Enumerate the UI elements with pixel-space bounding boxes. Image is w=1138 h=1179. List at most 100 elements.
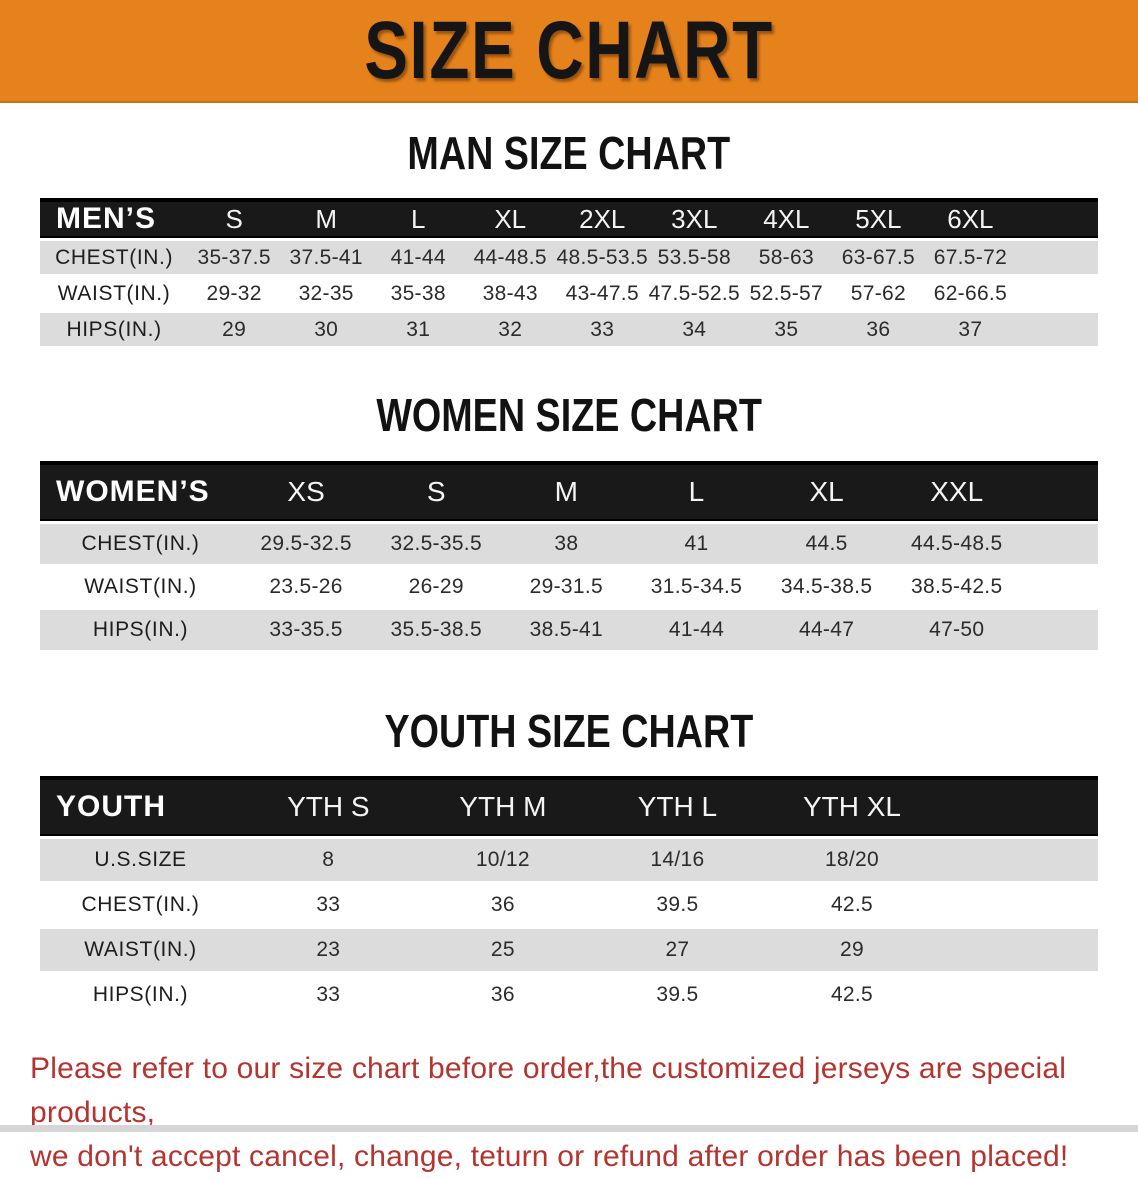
row-spacer — [1016, 241, 1098, 275]
women-col-header: L — [631, 460, 762, 521]
men-col-header: 3XL — [648, 198, 741, 239]
header-spacer — [939, 775, 1098, 836]
youth-corner-label: YOUTH — [40, 775, 242, 836]
size-value: 38.5-41 — [501, 609, 632, 650]
size-value: 43-47.5 — [556, 277, 649, 311]
size-value: 23.5-26 — [241, 566, 372, 607]
size-value: 39.5 — [590, 883, 765, 926]
size-value: 44.5 — [761, 523, 892, 564]
size-value: 36 — [415, 973, 591, 1016]
size-value: 29.5-32.5 — [241, 523, 372, 564]
size-value: 26-29 — [371, 566, 502, 607]
row-label: HIPS(IN.) — [40, 609, 242, 650]
size-value: 41 — [631, 523, 762, 564]
size-value: 34 — [648, 313, 741, 347]
size-value: 31 — [372, 313, 465, 347]
row-spacer — [1021, 609, 1098, 650]
size-value: 29 — [188, 313, 281, 347]
men-section-heading: MAN SIZE CHART — [0, 127, 1138, 179]
size-value: 35 — [740, 313, 833, 347]
size-value: 27 — [590, 928, 765, 971]
women-col-header: XL — [761, 460, 892, 521]
men-size-table: MEN’S S M L XL 2XL 3XL 4XL 5XL 6XL CHEST… — [40, 195, 1098, 349]
size-value: 62-66.5 — [924, 277, 1017, 311]
size-value: 31.5-34.5 — [631, 566, 762, 607]
youth-section-heading: YOUTH SIZE CHART — [0, 704, 1138, 757]
youth-heading-text: YOUTH SIZE CHART — [384, 704, 754, 757]
men-col-header: L — [372, 198, 465, 239]
size-chart-banner: SIZE CHART — [0, 0, 1138, 103]
size-value: 63-67.5 — [832, 241, 925, 275]
youth-header-row: YOUTH YTH S YTH M YTH L YTH XL — [40, 775, 1098, 836]
size-value: 35.5-38.5 — [371, 609, 502, 650]
women-col-header: S — [371, 460, 502, 521]
row-spacer — [939, 838, 1098, 881]
size-value: 57-62 — [832, 277, 925, 311]
size-value: 8 — [241, 838, 416, 881]
size-value: 37.5-41 — [280, 241, 373, 275]
size-value: 38-43 — [464, 277, 557, 311]
size-value: 52.5-57 — [740, 277, 833, 311]
header-spacer — [1021, 460, 1098, 521]
size-value: 33 — [241, 883, 416, 926]
size-value: 44.5-48.5 — [891, 523, 1022, 564]
women-size-table: WOMEN’S XS S M L XL XXL CHEST(IN.) 29.5-… — [40, 458, 1098, 653]
size-value: 29 — [764, 928, 940, 971]
size-value: 18/20 — [764, 838, 940, 881]
youth-col-header: YTH L — [590, 775, 765, 836]
size-value: 14/16 — [590, 838, 765, 881]
size-value: 30 — [280, 313, 373, 347]
men-hips-row: HIPS(IN.) 29 30 31 32 33 34 35 36 37 — [40, 313, 1098, 347]
size-value: 47-50 — [891, 609, 1022, 650]
men-heading-text: MAN SIZE CHART — [407, 127, 731, 179]
size-value: 37 — [924, 313, 1017, 347]
row-spacer — [939, 973, 1098, 1016]
youth-chest-row: CHEST(IN.) 33 36 39.5 42.5 — [40, 883, 1098, 926]
row-spacer — [1021, 523, 1098, 564]
size-value: 32-35 — [280, 277, 373, 311]
size-value: 34.5-38.5 — [761, 566, 892, 607]
size-value: 36 — [832, 313, 925, 347]
size-value: 33 — [241, 973, 416, 1016]
men-col-header: 2XL — [556, 198, 649, 239]
men-chest-row: CHEST(IN.) 35-37.5 37.5-41 41-44 44-48.5… — [40, 241, 1098, 275]
women-col-header: XS — [241, 460, 372, 521]
size-value: 67.5-72 — [924, 241, 1017, 275]
youth-size-table: YOUTH YTH S YTH M YTH L YTH XL U.S.SIZE … — [40, 773, 1098, 1019]
row-label: HIPS(IN.) — [40, 313, 189, 347]
size-value: 44-47 — [761, 609, 892, 650]
row-label: HIPS(IN.) — [40, 973, 242, 1016]
row-label: WAIST(IN.) — [40, 566, 242, 607]
youth-ussize-row: U.S.SIZE 8 10/12 14/16 18/20 — [40, 838, 1098, 881]
size-value: 10/12 — [415, 838, 591, 881]
row-spacer — [939, 883, 1098, 926]
row-label: CHEST(IN.) — [40, 883, 242, 926]
size-value: 35-38 — [372, 277, 465, 311]
size-value: 32 — [464, 313, 557, 347]
row-label: WAIST(IN.) — [40, 277, 189, 311]
size-value: 23 — [241, 928, 416, 971]
size-value: 35-37.5 — [188, 241, 281, 275]
youth-col-header: YTH XL — [764, 775, 940, 836]
youth-waist-row: WAIST(IN.) 23 25 27 29 — [40, 928, 1098, 971]
size-value: 42.5 — [764, 973, 940, 1016]
size-value: 47.5-52.5 — [648, 277, 741, 311]
size-value: 44-48.5 — [464, 241, 557, 275]
row-spacer — [939, 928, 1098, 971]
women-col-header: XXL — [891, 460, 1022, 521]
women-hips-row: HIPS(IN.) 33-35.5 35.5-38.5 38.5-41 41-4… — [40, 609, 1098, 650]
size-value: 32.5-35.5 — [371, 523, 502, 564]
disclaimer-line-1: Please refer to our size chart before or… — [30, 1051, 1067, 1129]
women-waist-row: WAIST(IN.) 23.5-26 26-29 29-31.5 31.5-34… — [40, 566, 1098, 607]
row-label: WAIST(IN.) — [40, 928, 242, 971]
men-col-header: 6XL — [924, 198, 1017, 239]
women-corner-label: WOMEN’S — [40, 460, 242, 521]
size-value: 42.5 — [764, 883, 940, 926]
row-label: CHEST(IN.) — [40, 523, 242, 564]
men-corner-label: MEN’S — [40, 198, 189, 239]
size-value: 36 — [415, 883, 591, 926]
youth-col-header: YTH S — [241, 775, 416, 836]
row-label: CHEST(IN.) — [40, 241, 189, 275]
youth-col-header: YTH M — [415, 775, 591, 836]
